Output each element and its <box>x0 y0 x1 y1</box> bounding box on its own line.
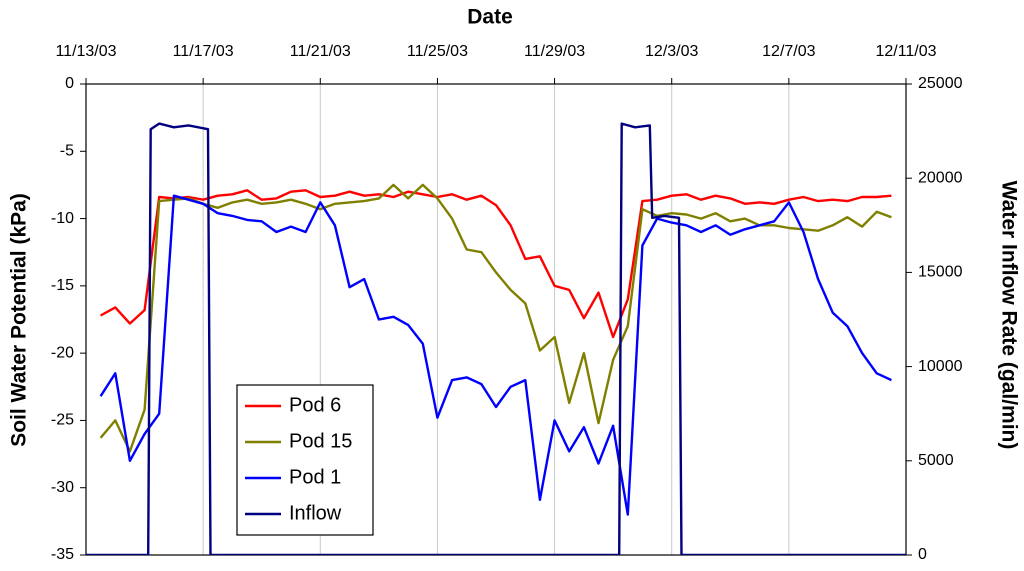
y2-tick-label: 0 <box>918 546 927 563</box>
legend-box <box>236 384 374 536</box>
series-line <box>99 194 892 516</box>
series-line <box>86 122 906 555</box>
y-axis-title: Soil Water Potential (kPa) <box>8 193 31 447</box>
y2-tick-label: 25000 <box>918 75 963 92</box>
y2-tick-label: 5000 <box>918 452 954 469</box>
legend-label: Inflow <box>289 502 342 524</box>
x-tick-label: 12/11/03 <box>875 43 936 60</box>
y2-tick-label: 15000 <box>918 264 963 281</box>
y2-axis-title: Water Inflow Rate (gal/min) <box>997 181 1020 450</box>
legend-label: Pod 6 <box>289 394 341 416</box>
x-tick-label: 11/21/03 <box>290 43 351 60</box>
y-tick-label: -15 <box>51 277 74 294</box>
y-tick-label: -35 <box>51 546 74 563</box>
x-tick-label: 12/7/03 <box>762 43 815 60</box>
y2-tick-label: 20000 <box>918 169 963 186</box>
x-tick-label: 12/3/03 <box>645 43 698 60</box>
x-tick-label: 11/29/03 <box>524 43 585 60</box>
x-tick-label: 11/13/03 <box>55 43 116 60</box>
y-tick-label: -20 <box>51 344 74 361</box>
y-tick-label: -25 <box>51 412 74 429</box>
series-line <box>100 189 892 339</box>
y-tick-label: 0 <box>65 75 74 92</box>
legend-label: Pod 15 <box>289 430 352 452</box>
plot-lines <box>86 122 906 555</box>
legend-label: Pod 1 <box>289 466 341 488</box>
y-tick-label: -5 <box>60 143 74 160</box>
x-tick-label: 11/17/03 <box>173 43 234 60</box>
y-tick-label: -30 <box>51 479 74 496</box>
y-tick-label: -10 <box>51 210 74 227</box>
x-tick-label: 11/25/03 <box>407 43 468 60</box>
series-line <box>99 183 892 453</box>
y2-tick-label: 10000 <box>918 358 963 375</box>
chart-title: Date <box>467 6 513 29</box>
